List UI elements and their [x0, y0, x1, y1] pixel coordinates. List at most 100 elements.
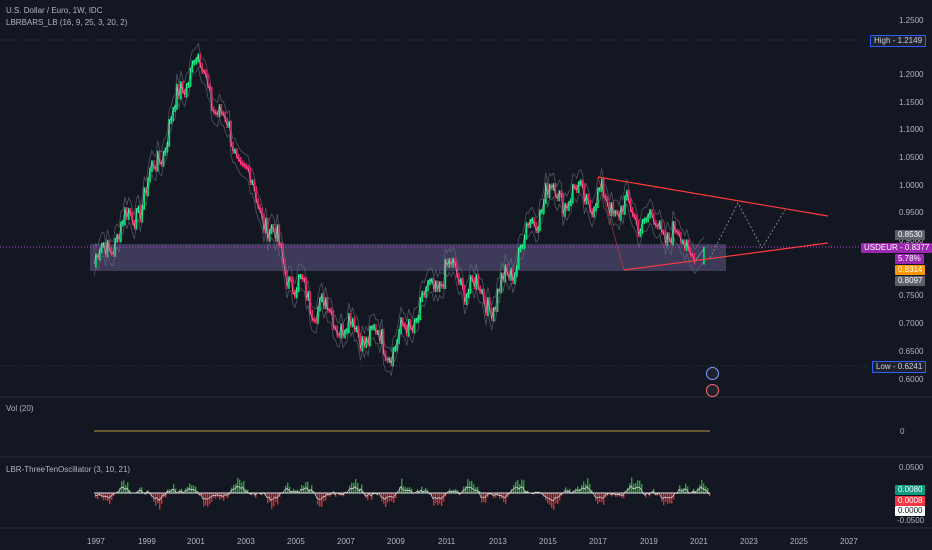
- oscillator-bar: [305, 482, 307, 493]
- price-bar: [581, 179, 584, 189]
- oscillator-bar: [357, 483, 359, 493]
- oscillator-bar: [211, 493, 213, 502]
- oscillator-bar: [277, 493, 279, 505]
- price-bar: [295, 287, 298, 299]
- price-bar: [600, 178, 603, 192]
- percent-tag: 5.78%: [895, 254, 924, 264]
- oscillator-bar: [631, 477, 633, 493]
- price-bar: [158, 150, 161, 166]
- price-bar: [425, 286, 427, 298]
- price-bar: [193, 59, 196, 66]
- oscillator-bar: [111, 493, 113, 500]
- oscillator-bar: [477, 486, 479, 493]
- price-bar: [483, 288, 485, 305]
- price-bar: [614, 209, 617, 217]
- chart-title: U.S. Dollar / Euro, 1W, IDC: [6, 6, 103, 15]
- price-bar: [380, 328, 383, 344]
- oscillator-bar: [201, 493, 203, 497]
- price-bar: [512, 267, 514, 285]
- price-bar: [608, 201, 611, 217]
- oscillator-bar: [565, 487, 567, 493]
- oscillator-bar: [427, 489, 429, 493]
- price-bar: [635, 214, 638, 225]
- price-bar: [394, 346, 396, 353]
- price-bar: [566, 202, 568, 212]
- price-bar: [680, 231, 682, 245]
- price-bar: [626, 189, 628, 201]
- price-bar: [689, 246, 692, 258]
- price-bar: [568, 201, 570, 212]
- price-bar: [270, 224, 273, 235]
- oscillator-bar: [527, 490, 529, 493]
- band-upper: [93, 42, 705, 353]
- price-bar: [322, 293, 325, 310]
- price-tick: 0.6500: [899, 347, 924, 356]
- event-icon[interactable]: [706, 384, 719, 397]
- price-bar: [126, 207, 128, 221]
- price-bar: [506, 264, 508, 276]
- price-bar: [674, 220, 676, 234]
- oscillator-bar: [583, 481, 585, 493]
- price-bar: [268, 229, 271, 242]
- price-bar: [212, 106, 215, 115]
- price-bar: [558, 190, 561, 202]
- oscillator-bar: [667, 493, 669, 504]
- price-bar: [543, 198, 545, 214]
- price-bar: [473, 277, 476, 290]
- price-bar: [485, 299, 487, 316]
- price-bar: [463, 285, 466, 306]
- oscillator-bar: [343, 493, 345, 497]
- oscillator-bar: [457, 490, 459, 493]
- indicator-label[interactable]: LBRBARS_LB (16, 9, 25, 3, 20, 2): [6, 18, 128, 27]
- volume-label[interactable]: Vol (20): [6, 404, 34, 413]
- price-bar: [589, 199, 592, 214]
- price-bar: [255, 186, 257, 203]
- price-bar: [490, 307, 493, 322]
- price-bar: [346, 328, 348, 335]
- price-bar: [286, 269, 288, 289]
- support-zone[interactable]: [90, 244, 726, 271]
- oscillator-bar: [493, 493, 495, 499]
- oscillator-bar: [637, 480, 639, 493]
- price-bar: [438, 281, 441, 293]
- price-bar: [230, 120, 232, 147]
- price-bar: [548, 183, 551, 199]
- symbol-tag[interactable]: USDEUR - 0.8377: [861, 243, 932, 253]
- price-bar: [602, 178, 605, 199]
- price-bar: [253, 179, 256, 192]
- oscillator-bar: [557, 493, 559, 504]
- oscillator-bar: [559, 493, 561, 501]
- price-bar: [135, 207, 138, 230]
- price-bar: [460, 277, 462, 286]
- price-bar: [620, 205, 622, 221]
- event-icon[interactable]: [706, 367, 719, 380]
- triangle-upper-line[interactable]: [597, 176, 829, 217]
- price-bar: [324, 297, 327, 310]
- price-bar: [238, 153, 240, 162]
- oscillator-bar: [271, 493, 273, 510]
- oscillator-bar: [243, 480, 245, 493]
- price-bar: [651, 209, 653, 218]
- time-tick: 2021: [690, 537, 708, 546]
- oscillator-bar: [707, 487, 709, 493]
- price-bar: [261, 207, 263, 220]
- oscillator-bar: [145, 493, 147, 495]
- price-bar: [278, 224, 281, 248]
- price-tick: 0.9500: [899, 208, 924, 217]
- triangle-lower-line[interactable]: [623, 242, 829, 271]
- price-bar: [276, 224, 279, 242]
- price-bar: [570, 198, 572, 207]
- price-bar: [342, 323, 344, 339]
- price-bar: [637, 219, 640, 238]
- oscillator-bar: [577, 486, 579, 493]
- oscillator-bar: [193, 485, 195, 493]
- price-bar: [265, 217, 267, 234]
- price-bar: [591, 208, 593, 218]
- oscillator-label[interactable]: LBR-ThreeTenOscillator (3, 10, 21): [6, 465, 131, 474]
- triangle-left-edge[interactable]: [597, 176, 625, 271]
- price-bar: [201, 62, 203, 74]
- oscillator-bar: [395, 493, 397, 499]
- oscillator-bar: [219, 493, 221, 500]
- high-label: High: [874, 36, 891, 45]
